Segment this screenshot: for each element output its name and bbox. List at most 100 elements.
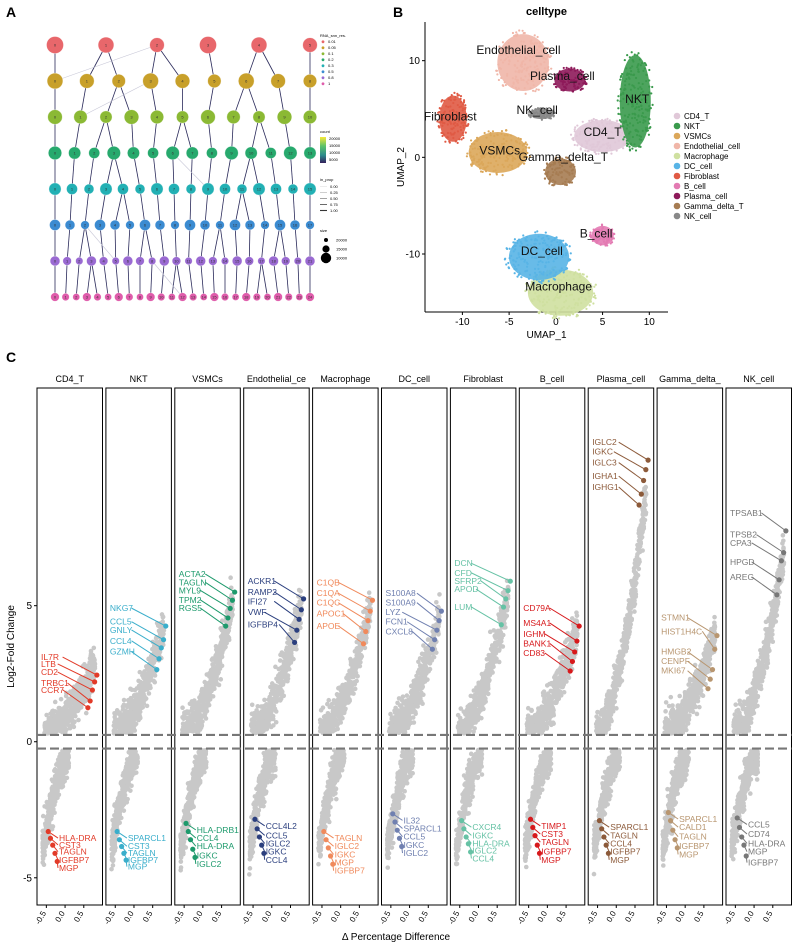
umap-cell-point: [619, 113, 622, 116]
umap-cell-point: [444, 140, 447, 143]
umap-cell-point: [514, 260, 517, 263]
gene-point-up: [152, 679, 158, 685]
tree-node-label: 20: [296, 259, 301, 264]
umap-cell-point: [461, 132, 464, 135]
tree-node: [303, 74, 317, 88]
gene-point-up: [151, 657, 157, 662]
gene-point-up: [150, 646, 155, 652]
umap-cell-point: [520, 65, 524, 68]
umap-cell-point: [606, 117, 609, 120]
tree-node: [206, 147, 218, 159]
in-prop-tick: 0.00: [330, 184, 339, 189]
tree-node-label: 13: [191, 295, 196, 300]
umap-legend-swatch: [673, 122, 681, 130]
umap-cell-point: [639, 64, 642, 67]
umap-cell-point: [606, 130, 610, 133]
tree-edge: [200, 260, 205, 298]
umap-cell-point: [584, 129, 587, 132]
legend-resolution-label: 0.3: [328, 63, 334, 68]
tree-node-label: 0: [54, 115, 57, 120]
umap-cell-point: [620, 120, 623, 123]
tree-node: [148, 257, 156, 265]
tree-node: [250, 36, 268, 54]
gene-point-down: [57, 776, 62, 781]
umap-cell-point: [637, 87, 640, 90]
umap-cell-point: [610, 241, 614, 244]
umap-cell-point: [524, 92, 527, 95]
umap-cell-point: [604, 118, 607, 121]
tree-node-label: 10: [203, 223, 208, 228]
tree-edge: [75, 260, 80, 298]
umap-cell-point: [635, 102, 639, 105]
umap-cell-point: [520, 276, 523, 279]
umap-cell-point: [584, 149, 587, 152]
gene-point-highlight: [47, 835, 54, 841]
tree-node-label: 23: [297, 295, 302, 300]
tree-node-label: 20: [265, 295, 270, 300]
umap-cell-point: [619, 78, 622, 81]
gene-point-down: [115, 797, 121, 803]
umap-cell-point: [573, 128, 576, 131]
umap-cell-point: [593, 285, 596, 288]
gene-point-down: [128, 757, 134, 762]
volcano-x-tick-label: 0.5: [210, 909, 224, 924]
umap-cell-point: [515, 267, 518, 271]
tree-node: [111, 257, 120, 265]
gene-point-up: [134, 707, 140, 713]
umap-cell-point: [610, 149, 613, 152]
umap-cell-point: [496, 73, 499, 76]
umap-y-tick-label: 10: [409, 56, 421, 67]
tree-node: [229, 219, 241, 231]
tree-node: [303, 146, 317, 160]
gene-point-down: [66, 748, 71, 754]
umap-cell-point: [518, 272, 522, 275]
umap-cell-point: [525, 57, 528, 60]
tree-node: [99, 182, 113, 196]
umap-cell-point: [643, 67, 646, 70]
umap-cell-point: [459, 128, 463, 131]
gene-point-up: [214, 671, 219, 677]
tree-edge: [69, 188, 73, 226]
gene-point-up: [136, 678, 141, 684]
umap-cell-point: [629, 130, 632, 133]
umap-cell-point: [507, 147, 510, 150]
gene-point-down: [113, 817, 119, 823]
tree-node-label: 13: [211, 259, 216, 264]
tree-node-label: 17: [308, 223, 313, 228]
gene-point-down: [111, 822, 116, 828]
umap-cell-point: [541, 304, 545, 307]
umap-cell-point: [538, 271, 541, 274]
umap-cell-point: [523, 63, 527, 66]
tree-node-label: 3: [150, 79, 153, 84]
umap-cell-point: [631, 105, 635, 108]
tree-edge: [297, 260, 300, 298]
umap-cell-point: [544, 172, 547, 175]
umap-cell-point: [623, 58, 626, 62]
size-swatch: [320, 252, 332, 264]
clustree-panel: 0 1 2 3 4 50 1 2 3 4 5 6 7 80 1 2 3 4 5 6 7 8 9 100 1 2 3 4 5 6 7 8 9 10 1…: [46, 33, 348, 302]
count-tick: 15000: [329, 143, 341, 148]
tree-edge-faint: [151, 260, 183, 298]
tree-node-label: 11: [269, 151, 274, 156]
umap-cell-point: [560, 307, 564, 310]
umap-cell-point: [577, 141, 580, 144]
umap-cell-point: [500, 132, 503, 135]
gene-point-up: [70, 690, 75, 695]
gene-point-up: [218, 640, 224, 645]
umap-cell-point: [579, 147, 582, 150]
tree-node: [48, 146, 62, 160]
umap-cell-point: [633, 143, 636, 146]
umap-cell-point: [626, 123, 629, 126]
umap-cell-point: [622, 97, 625, 100]
umap-cell-point: [572, 298, 576, 301]
umap-cell-point: [528, 273, 532, 276]
umap-cell-point: [642, 121, 645, 124]
umap-cell-point: [623, 136, 626, 139]
umap-cell-point: [512, 145, 515, 148]
umap-cell-point: [560, 176, 563, 179]
tree-edge: [248, 224, 251, 262]
umap-cell-point: [483, 166, 486, 169]
tree-edge: [285, 260, 290, 298]
umap-cell-point: [565, 274, 569, 277]
gene-point-highlight: [50, 842, 56, 848]
